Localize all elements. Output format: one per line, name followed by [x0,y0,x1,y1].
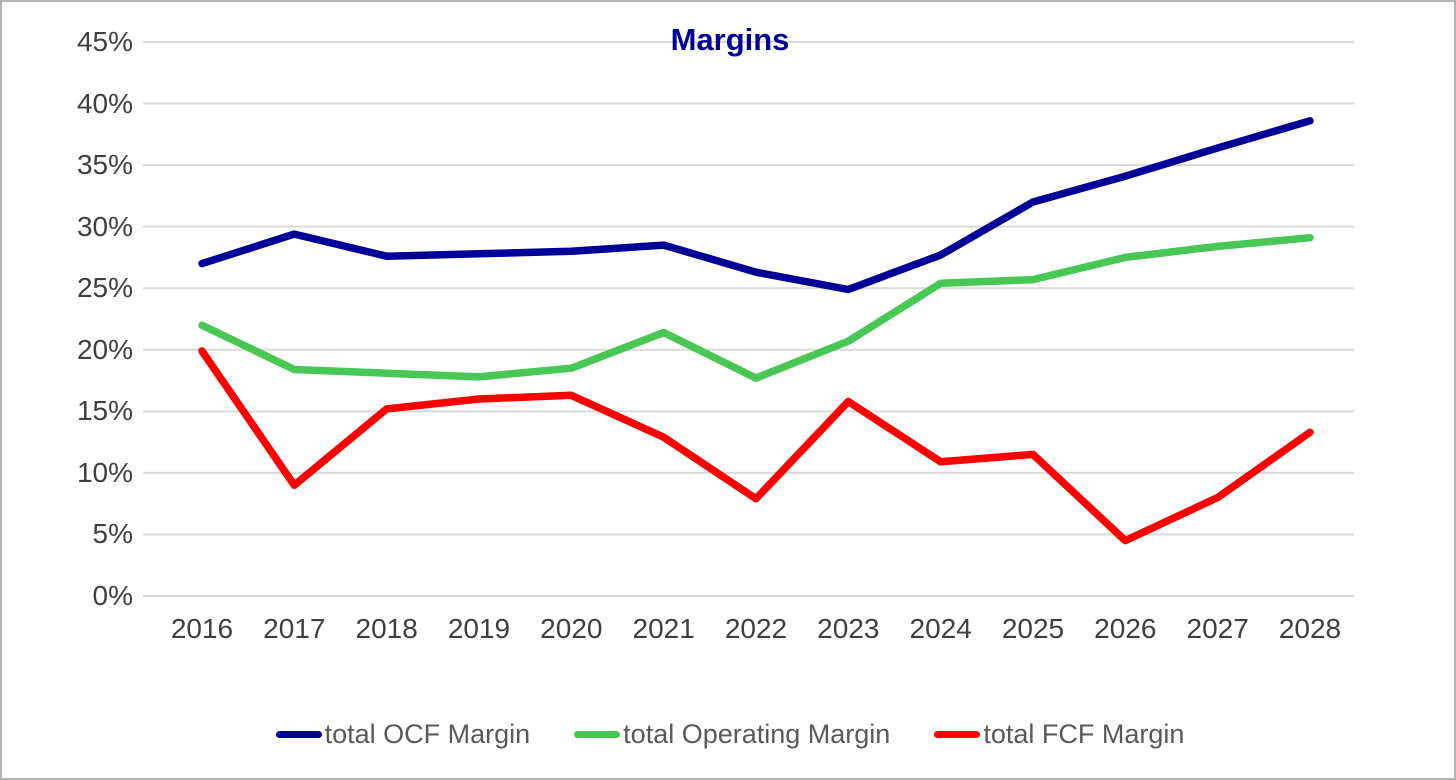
chart-title: Margins [670,22,790,57]
x-tick-label: 2026 [1094,613,1157,644]
legend: total OCF Margin total Operating Margin … [2,718,1454,750]
x-tick-label: 2018 [355,613,418,644]
y-tick-label: 10% [76,456,133,488]
y-tick-label: 40% [76,87,133,119]
legend-label-ocf: total OCF Margin [324,719,531,749]
x-tick-label: 2028 [1278,613,1342,644]
y-tick-label: 20% [76,333,133,365]
x-tick-label: 2017 [263,613,326,644]
legend-line-swatch-operating [574,730,621,738]
x-tick-label: 2024 [909,613,972,644]
x-tick-label: 2022 [724,613,788,644]
y-tick-label: 15% [76,395,133,427]
x-tick-label: 2020 [540,613,603,644]
y-tick-label: 25% [76,272,133,304]
x-tick-label: 2025 [1001,613,1065,644]
x-tick-label: 2027 [1186,613,1249,644]
legend-line-swatch-ocf [275,730,322,738]
x-tick-label: 2023 [817,613,880,644]
y-tick-label: 35% [76,149,133,181]
legend-label-operating: total Operating Margin [623,719,891,749]
series-line-1 [198,233,1314,382]
x-tick-label: 2019 [447,613,511,644]
legend-item-operating-margin: total Operating Margin [574,718,890,750]
legend-item-fcf-margin: total FCF Margin [934,718,1184,750]
y-tick-label: 0% [92,580,133,611]
y-tick-label: 30% [76,210,133,242]
legend-line-swatch-fcf [934,730,981,738]
y-tick-label: 45% [76,26,133,57]
y-tick-label: 5% [92,518,133,550]
legend-item-ocf-margin: total OCF Margin [275,718,531,750]
x-tick-label: 2016 [170,613,234,644]
legend-label-fcf: total FCF Margin [983,719,1185,749]
series-line-0 [198,117,1314,294]
series-line-2 [198,347,1314,545]
x-tick-label: 2021 [632,613,695,644]
